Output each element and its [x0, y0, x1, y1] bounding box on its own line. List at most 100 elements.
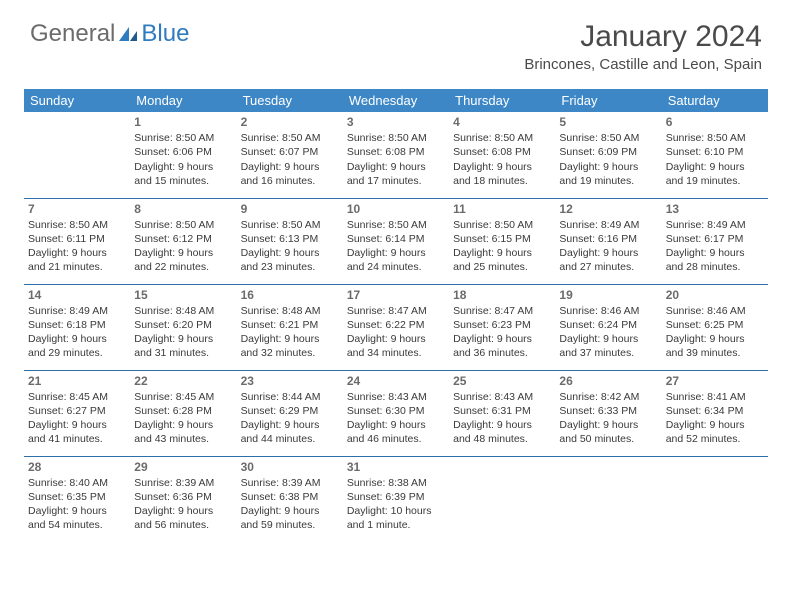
- daylight-line: Daylight: 9 hours and 56 minutes.: [134, 504, 232, 532]
- sunrise-line: Sunrise: 8:46 AM: [559, 304, 657, 318]
- day-number: 7: [28, 201, 126, 217]
- sunrise-line: Sunrise: 8:50 AM: [347, 131, 445, 145]
- daylight-line: Daylight: 9 hours and 16 minutes.: [241, 160, 339, 188]
- sunset-line: Sunset: 6:39 PM: [347, 490, 445, 504]
- day-number: 27: [666, 373, 764, 389]
- day-header: Friday: [555, 89, 661, 112]
- day-number: 21: [28, 373, 126, 389]
- calendar-day-cell: 27Sunrise: 8:41 AMSunset: 6:34 PMDayligh…: [662, 370, 768, 456]
- sunrise-line: Sunrise: 8:49 AM: [666, 218, 764, 232]
- daylight-line: Daylight: 9 hours and 18 minutes.: [453, 160, 551, 188]
- sunset-line: Sunset: 6:15 PM: [453, 232, 551, 246]
- sunrise-line: Sunrise: 8:40 AM: [28, 476, 126, 490]
- day-number: 14: [28, 287, 126, 303]
- sunset-line: Sunset: 6:12 PM: [134, 232, 232, 246]
- calendar-day-cell: 25Sunrise: 8:43 AMSunset: 6:31 PMDayligh…: [449, 370, 555, 456]
- day-number: 12: [559, 201, 657, 217]
- logo-text-1: General: [30, 20, 115, 48]
- day-number: 9: [241, 201, 339, 217]
- daylight-line: Daylight: 9 hours and 15 minutes.: [134, 160, 232, 188]
- sunrise-line: Sunrise: 8:45 AM: [134, 390, 232, 404]
- calendar-day-cell: 6Sunrise: 8:50 AMSunset: 6:10 PMDaylight…: [662, 112, 768, 198]
- calendar-day-cell: 20Sunrise: 8:46 AMSunset: 6:25 PMDayligh…: [662, 284, 768, 370]
- calendar-empty-cell: [555, 456, 661, 542]
- calendar-day-cell: 5Sunrise: 8:50 AMSunset: 6:09 PMDaylight…: [555, 112, 661, 198]
- daylight-line: Daylight: 9 hours and 54 minutes.: [28, 504, 126, 532]
- sunrise-line: Sunrise: 8:50 AM: [134, 218, 232, 232]
- day-number: 20: [666, 287, 764, 303]
- daylight-line: Daylight: 9 hours and 34 minutes.: [347, 332, 445, 360]
- day-number: 23: [241, 373, 339, 389]
- calendar-week-row: 28Sunrise: 8:40 AMSunset: 6:35 PMDayligh…: [24, 456, 768, 542]
- calendar-day-cell: 22Sunrise: 8:45 AMSunset: 6:28 PMDayligh…: [130, 370, 236, 456]
- day-header: Monday: [130, 89, 236, 112]
- day-number: 25: [453, 373, 551, 389]
- day-number: 22: [134, 373, 232, 389]
- calendar-table: SundayMondayTuesdayWednesdayThursdayFrid…: [24, 89, 768, 542]
- daylight-line: Daylight: 9 hours and 29 minutes.: [28, 332, 126, 360]
- daylight-line: Daylight: 9 hours and 50 minutes.: [559, 418, 657, 446]
- page-header: General Blue January 2024 Brincones, Cas…: [0, 0, 792, 79]
- calendar-day-cell: 1Sunrise: 8:50 AMSunset: 6:06 PMDaylight…: [130, 112, 236, 198]
- calendar-day-cell: 16Sunrise: 8:48 AMSunset: 6:21 PMDayligh…: [237, 284, 343, 370]
- calendar-day-cell: 26Sunrise: 8:42 AMSunset: 6:33 PMDayligh…: [555, 370, 661, 456]
- day-number: 24: [347, 373, 445, 389]
- daylight-line: Daylight: 9 hours and 43 minutes.: [134, 418, 232, 446]
- sunrise-line: Sunrise: 8:50 AM: [347, 218, 445, 232]
- day-header: Thursday: [449, 89, 555, 112]
- day-number: 19: [559, 287, 657, 303]
- sunset-line: Sunset: 6:35 PM: [28, 490, 126, 504]
- sunset-line: Sunset: 6:10 PM: [666, 145, 764, 159]
- calendar-day-cell: 11Sunrise: 8:50 AMSunset: 6:15 PMDayligh…: [449, 198, 555, 284]
- location-subtitle: Brincones, Castille and Leon, Spain: [524, 56, 762, 73]
- sunset-line: Sunset: 6:11 PM: [28, 232, 126, 246]
- sunrise-line: Sunrise: 8:49 AM: [28, 304, 126, 318]
- daylight-line: Daylight: 9 hours and 44 minutes.: [241, 418, 339, 446]
- daylight-line: Daylight: 9 hours and 23 minutes.: [241, 246, 339, 274]
- sunrise-line: Sunrise: 8:47 AM: [453, 304, 551, 318]
- calendar-day-cell: 10Sunrise: 8:50 AMSunset: 6:14 PMDayligh…: [343, 198, 449, 284]
- sunrise-line: Sunrise: 8:38 AM: [347, 476, 445, 490]
- daylight-line: Daylight: 9 hours and 19 minutes.: [559, 160, 657, 188]
- daylight-line: Daylight: 9 hours and 21 minutes.: [28, 246, 126, 274]
- day-header-row: SundayMondayTuesdayWednesdayThursdayFrid…: [24, 89, 768, 112]
- sunset-line: Sunset: 6:25 PM: [666, 318, 764, 332]
- sunset-line: Sunset: 6:17 PM: [666, 232, 764, 246]
- daylight-line: Daylight: 9 hours and 36 minutes.: [453, 332, 551, 360]
- sunset-line: Sunset: 6:30 PM: [347, 404, 445, 418]
- calendar-day-cell: 7Sunrise: 8:50 AMSunset: 6:11 PMDaylight…: [24, 198, 130, 284]
- day-header: Sunday: [24, 89, 130, 112]
- day-number: 16: [241, 287, 339, 303]
- sunset-line: Sunset: 6:20 PM: [134, 318, 232, 332]
- title-block: January 2024 Brincones, Castille and Leo…: [524, 20, 762, 73]
- calendar-day-cell: 15Sunrise: 8:48 AMSunset: 6:20 PMDayligh…: [130, 284, 236, 370]
- day-number: 28: [28, 459, 126, 475]
- sunset-line: Sunset: 6:08 PM: [453, 145, 551, 159]
- sunset-line: Sunset: 6:28 PM: [134, 404, 232, 418]
- sunrise-line: Sunrise: 8:41 AM: [666, 390, 764, 404]
- sunrise-line: Sunrise: 8:50 AM: [453, 131, 551, 145]
- sunrise-line: Sunrise: 8:43 AM: [347, 390, 445, 404]
- day-number: 6: [666, 114, 764, 130]
- logo-sail-icon: [117, 25, 139, 43]
- calendar-day-cell: 9Sunrise: 8:50 AMSunset: 6:13 PMDaylight…: [237, 198, 343, 284]
- daylight-line: Daylight: 9 hours and 41 minutes.: [28, 418, 126, 446]
- daylight-line: Daylight: 9 hours and 31 minutes.: [134, 332, 232, 360]
- day-number: 26: [559, 373, 657, 389]
- sunset-line: Sunset: 6:27 PM: [28, 404, 126, 418]
- sunrise-line: Sunrise: 8:43 AM: [453, 390, 551, 404]
- daylight-line: Daylight: 9 hours and 17 minutes.: [347, 160, 445, 188]
- sunrise-line: Sunrise: 8:39 AM: [241, 476, 339, 490]
- day-number: 5: [559, 114, 657, 130]
- daylight-line: Daylight: 9 hours and 27 minutes.: [559, 246, 657, 274]
- calendar-week-row: 14Sunrise: 8:49 AMSunset: 6:18 PMDayligh…: [24, 284, 768, 370]
- sunset-line: Sunset: 6:21 PM: [241, 318, 339, 332]
- day-number: 17: [347, 287, 445, 303]
- sunrise-line: Sunrise: 8:44 AM: [241, 390, 339, 404]
- sunrise-line: Sunrise: 8:48 AM: [241, 304, 339, 318]
- sunset-line: Sunset: 6:36 PM: [134, 490, 232, 504]
- sunset-line: Sunset: 6:14 PM: [347, 232, 445, 246]
- calendar-day-cell: 30Sunrise: 8:39 AMSunset: 6:38 PMDayligh…: [237, 456, 343, 542]
- daylight-line: Daylight: 9 hours and 32 minutes.: [241, 332, 339, 360]
- calendar-day-cell: 17Sunrise: 8:47 AMSunset: 6:22 PMDayligh…: [343, 284, 449, 370]
